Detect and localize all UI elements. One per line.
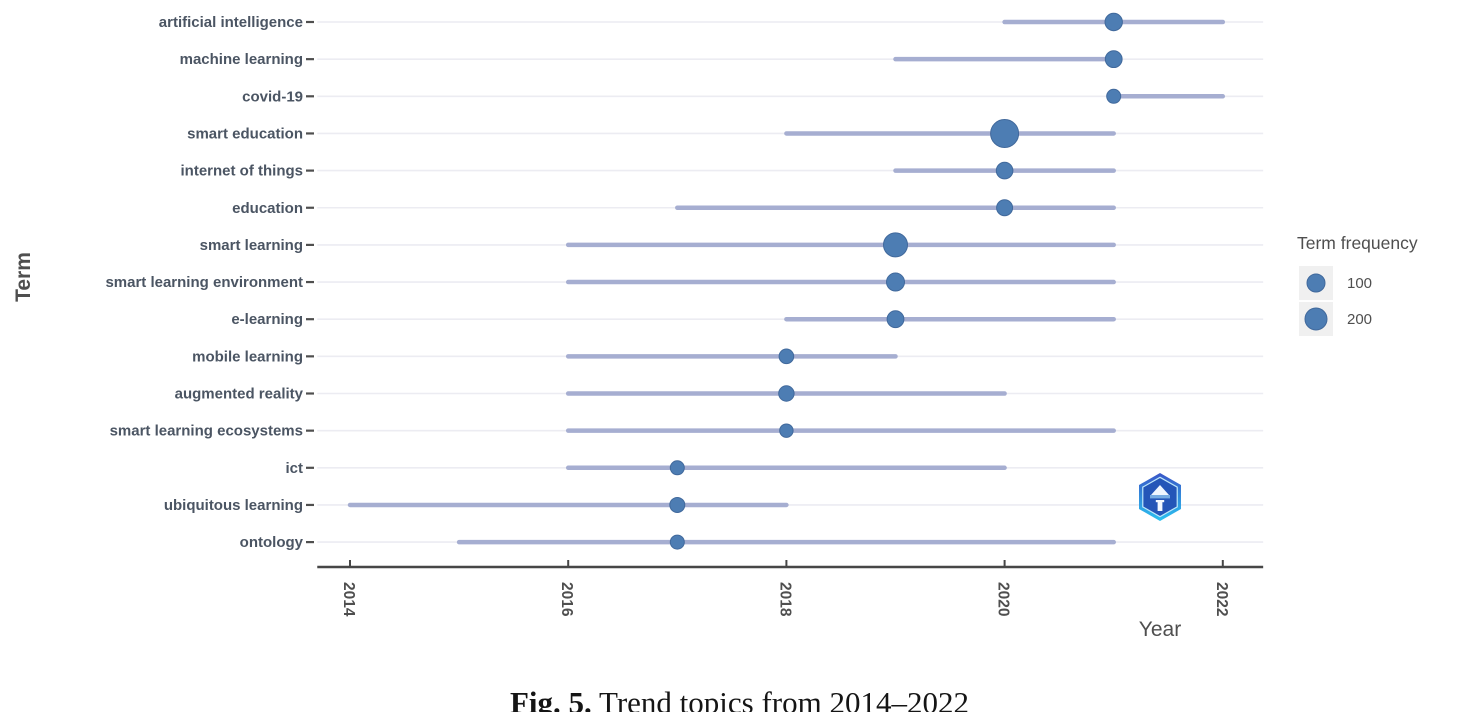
term-label: ubiquitous learning bbox=[164, 497, 303, 514]
watermark-banner bbox=[1150, 495, 1170, 499]
legend-entry-label: 100 bbox=[1347, 275, 1372, 292]
term-label: smart education bbox=[187, 125, 303, 142]
legend-size-dot bbox=[1304, 307, 1328, 331]
term-label: artificial intelligence bbox=[159, 14, 303, 31]
term-label: smart learning bbox=[200, 237, 303, 254]
term-label: smart learning environment bbox=[105, 274, 303, 291]
legend-title: Term frequency bbox=[1297, 233, 1418, 253]
x-tick-label: 2020 bbox=[995, 582, 1012, 616]
caption-text: Trend topics from 2014–2022 bbox=[591, 685, 969, 712]
term-label: mobile learning bbox=[192, 348, 303, 365]
caption-label: Fig. 5. bbox=[510, 685, 592, 712]
term-frequency-dot bbox=[1104, 50, 1123, 69]
trend-topics-chart: artificial intelligence machine learning c… bbox=[12, 12, 1418, 641]
term-label: augmented reality bbox=[175, 386, 304, 403]
y-axis-title: Term bbox=[12, 252, 35, 302]
term-frequency-dot bbox=[778, 385, 795, 402]
term-label: ict bbox=[285, 460, 303, 477]
term-label: ontology bbox=[240, 534, 304, 551]
term-frequency-dot bbox=[1104, 12, 1123, 32]
term-frequency-dot bbox=[995, 161, 1014, 180]
term-frequency-dot bbox=[996, 199, 1014, 217]
x-tick-label: 2018 bbox=[776, 582, 793, 617]
term-label: covid-19 bbox=[242, 88, 303, 105]
figure-caption: Fig. 5. Trend topics from 2014–2022 bbox=[0, 681, 1479, 712]
term-frequency-dot bbox=[1106, 88, 1122, 104]
x-tick-label: 2016 bbox=[558, 582, 575, 617]
watermark-roof-glyph bbox=[1151, 485, 1169, 495]
term-frequency-dot bbox=[778, 348, 795, 365]
term-label: e-learning bbox=[231, 311, 303, 328]
legend-entry-label: 200 bbox=[1347, 311, 1372, 328]
legend-size-dot bbox=[1306, 273, 1326, 293]
x-tick-label: 2022 bbox=[1213, 582, 1230, 616]
x-tick-label: 2014 bbox=[340, 582, 357, 617]
term-frequency-dot bbox=[883, 232, 908, 258]
term-label: education bbox=[232, 200, 303, 217]
watermark-lighthouse-cap bbox=[1155, 500, 1165, 503]
term-frequency-dot bbox=[990, 118, 1020, 148]
chart-canvas: artificial intelligence machine learning c… bbox=[12, 12, 1418, 641]
term-label: internet of things bbox=[181, 163, 304, 180]
x-axis-title: Year bbox=[1139, 618, 1181, 641]
term-frequency-dot bbox=[886, 310, 905, 329]
term-label: smart learning ecosystems bbox=[110, 423, 303, 440]
term-frequency-dot bbox=[669, 534, 685, 550]
term-frequency-dot bbox=[779, 423, 794, 438]
term-label: machine learning bbox=[180, 51, 303, 68]
term-frequency-dot bbox=[669, 460, 685, 476]
watermark-lighthouse-glyph bbox=[1157, 500, 1163, 511]
term-frequency-dot bbox=[886, 272, 905, 292]
term-frequency-dot bbox=[669, 496, 686, 513]
